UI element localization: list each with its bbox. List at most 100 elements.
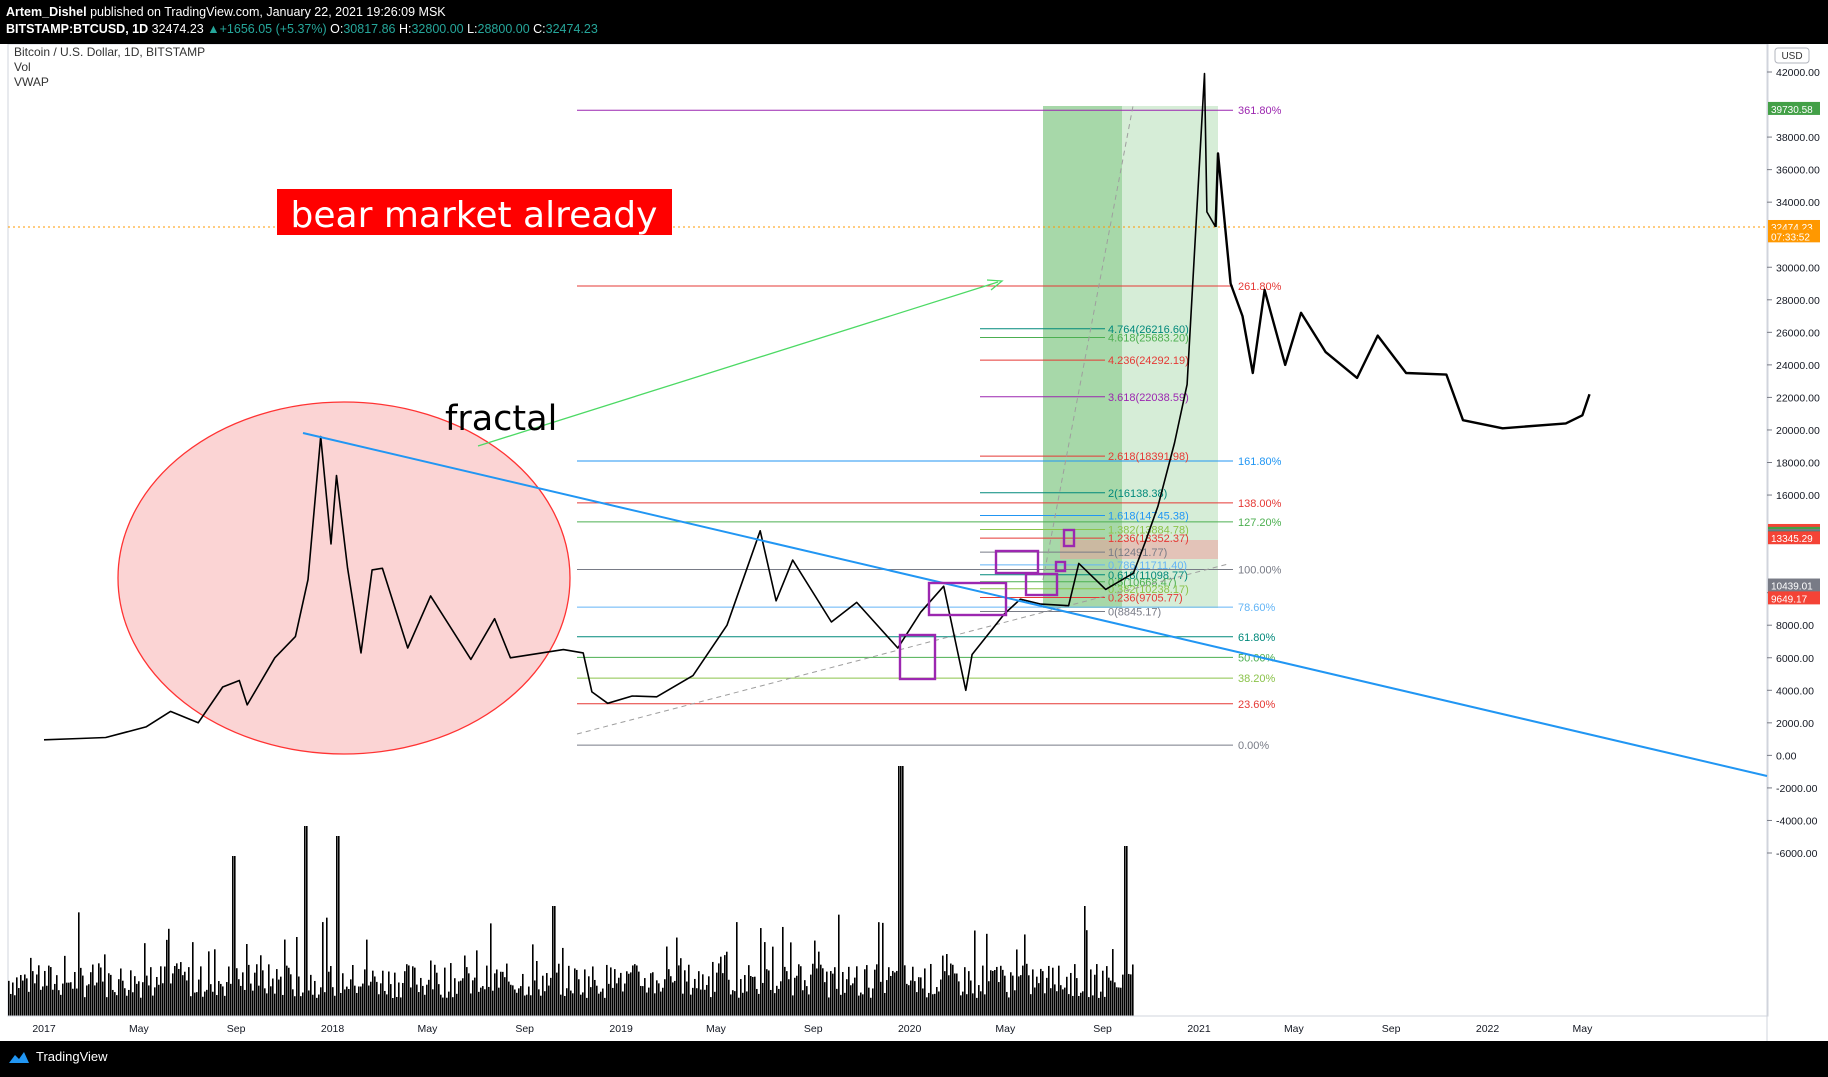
volume-bar	[768, 970, 770, 1016]
volume-bar	[360, 986, 362, 1016]
volume-bar	[252, 990, 254, 1016]
author-name[interactable]: Artem_Dishel	[6, 5, 87, 19]
extension-level-label: 2.618(18391.98)	[1108, 451, 1189, 463]
volume-bar	[1126, 846, 1128, 1016]
tradingview-logo-icon	[9, 1051, 29, 1063]
pattern-box[interactable]	[1054, 560, 1067, 573]
time-axis[interactable]: 2017 May Sep 2018 May Sep 2019 May Sep 2020 May Sep…	[8, 1015, 1767, 1035]
pattern-boxes[interactable]	[898, 528, 1076, 681]
volume-bar	[182, 975, 184, 1016]
volume-bar	[834, 967, 836, 1016]
descending-trendline[interactable]	[302, 432, 1768, 777]
volume-bar	[460, 980, 462, 1016]
fib-retracement[interactable]: 361.80% 261.80% 161.80% 138.00% 127.20% 100.0…	[577, 105, 1282, 752]
volume-bar	[1040, 968, 1042, 1016]
volume-bar	[822, 968, 824, 1016]
close-label: C:	[533, 22, 546, 36]
volume-bar	[44, 970, 46, 1016]
volume-bar	[828, 997, 830, 1016]
volume-bar	[98, 963, 100, 1016]
volume-bar	[248, 964, 250, 1016]
volume-bar	[384, 990, 386, 1016]
volume-bar	[42, 986, 44, 1016]
volume-bar	[90, 972, 92, 1016]
volume-bar	[1084, 905, 1086, 1016]
volume-bar	[184, 971, 186, 1016]
volume-bar	[710, 997, 712, 1016]
volume-bar	[192, 942, 194, 1016]
volume-bar	[236, 968, 238, 1016]
projection-series-line[interactable]	[1214, 152, 1591, 430]
time-tick-label: 2018	[321, 1023, 345, 1035]
fractal-circle[interactable]	[117, 401, 571, 755]
fib-extension[interactable]: 4.764(26216.60)4.618(25683.20) 4.236(2429…	[980, 324, 1189, 619]
volume-bar	[942, 955, 944, 1016]
pattern-box[interactable]	[1062, 528, 1076, 548]
volume-bar	[300, 996, 302, 1016]
volume-bar	[1018, 976, 1020, 1016]
volume-bar	[1016, 949, 1018, 1016]
price-label-box	[1768, 531, 1820, 545]
price-series-line[interactable]	[43, 72, 1217, 741]
price-tick-label: 36000.00	[1776, 165, 1820, 177]
volume-bar	[386, 994, 388, 1016]
volume-bar	[350, 979, 352, 1016]
volume-bar	[380, 983, 382, 1016]
volume-bar	[46, 985, 48, 1016]
volume-bar	[196, 992, 198, 1016]
volume-bar	[266, 993, 268, 1016]
volume-bar	[120, 968, 122, 1016]
volume-bar	[1076, 978, 1078, 1016]
fib-trend-dashed-line[interactable]	[576, 563, 1229, 735]
volume-bar	[948, 975, 950, 1016]
volume-bar	[200, 966, 202, 1016]
volume-bar	[1010, 972, 1012, 1016]
volume-bar	[934, 993, 936, 1016]
volume-bar	[688, 964, 690, 1016]
volume-bars	[8, 766, 1134, 1016]
volume-bar	[892, 970, 894, 1016]
volume-bar	[844, 992, 846, 1016]
volume-bar	[600, 991, 602, 1016]
volume-bar	[620, 972, 622, 1016]
volume-bar	[250, 983, 252, 1016]
volume-bar	[988, 981, 990, 1016]
price-label-box	[1768, 578, 1820, 592]
bear-market-box[interactable]	[277, 189, 672, 235]
volume-bar	[422, 985, 424, 1016]
volume-bar	[164, 966, 166, 1016]
time-tick-label: May	[706, 1023, 727, 1035]
volume-bar	[364, 969, 366, 1016]
volume-bar	[820, 964, 822, 1016]
volume-bar	[556, 972, 558, 1016]
volume-bar	[772, 946, 774, 1016]
volume-bar	[610, 967, 612, 1016]
volume-bar	[210, 984, 212, 1016]
volume-bar	[670, 976, 672, 1016]
fib-level-label: 38.20%	[1238, 673, 1276, 685]
volume-bar	[574, 968, 576, 1016]
volume-bar	[756, 988, 758, 1016]
volume-bar	[572, 993, 574, 1016]
tradingview-logo[interactable]: TradingView	[8, 1049, 108, 1064]
volume-bar	[88, 984, 90, 1016]
fib-level-label: 0.00%	[1238, 740, 1269, 752]
fractal-arrow[interactable]	[477, 281, 999, 447]
pattern-box[interactable]	[898, 633, 937, 681]
volume-bar	[644, 978, 646, 1016]
currency-button[interactable]	[1774, 47, 1810, 64]
volume-bar	[244, 989, 246, 1016]
pattern-box[interactable]	[994, 549, 1040, 575]
volume-bar	[84, 997, 86, 1016]
pattern-box[interactable]	[1024, 572, 1059, 597]
low-label: L:	[467, 22, 478, 36]
volume-bar	[174, 965, 176, 1016]
volume-bar	[156, 976, 158, 1016]
pattern-box[interactable]	[927, 581, 1008, 617]
volume-bar	[584, 969, 586, 1016]
volume-bar	[928, 992, 930, 1016]
volume-bar	[338, 836, 340, 1016]
price-chart[interactable]: 361.80% 261.80% 161.80% 138.00% 127.20% 100.0…	[0, 44, 1828, 1041]
price-axis[interactable]: 42000.00 38000.00 36000.00 34000.00 30000.00…	[1767, 67, 1820, 860]
volume-bar	[896, 970, 898, 1016]
